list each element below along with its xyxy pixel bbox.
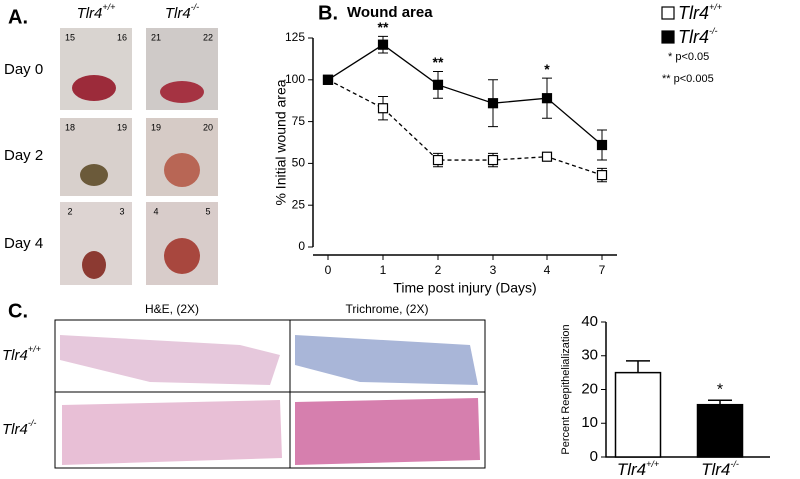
y-tick-label: 10 <box>581 414 598 431</box>
x-tick-label: 4 <box>544 263 551 277</box>
marker <box>487 154 499 166</box>
y-axis-label: Percent Reepithelialization <box>560 324 572 454</box>
row-label: Day 4 <box>4 235 43 252</box>
y-tick-label: 30 <box>581 347 598 364</box>
gene-label: Tlr4+/+ <box>678 2 722 22</box>
ruler-number: 19 <box>151 122 161 132</box>
ruler-number: 2 <box>67 206 72 216</box>
row-label: Day 2 <box>4 147 43 164</box>
gene-name: Tlr4 <box>617 460 646 479</box>
y-tick-label: 0 <box>590 448 598 465</box>
y-tick-label: 75 <box>292 114 306 128</box>
panel-label: A. <box>8 6 28 28</box>
gene-name: Tlr4 <box>165 5 191 22</box>
gene-sup: +/+ <box>102 2 115 12</box>
panel-label: B. <box>318 2 338 24</box>
x-tick-label: 0 <box>325 263 332 277</box>
x-tick-label: 2 <box>435 263 442 277</box>
y-tick-label: 0 <box>298 239 305 253</box>
x-tick-label: 3 <box>490 263 497 277</box>
x-axis-label: Time post injury (Days) <box>393 280 536 296</box>
ruler-number: 20 <box>203 122 213 132</box>
series-line <box>327 43 603 146</box>
marker <box>596 170 608 181</box>
column-label: H&E, (2X) <box>145 302 199 316</box>
gene-sup: +/+ <box>646 459 659 469</box>
marker <box>432 154 444 166</box>
significance: * <box>544 61 550 77</box>
gene-name: Tlr4 <box>2 421 28 438</box>
gene-name: Tlr4 <box>678 3 709 23</box>
marker <box>432 79 444 90</box>
significance: ** <box>433 54 444 70</box>
gene-sup: +/+ <box>28 344 41 354</box>
y-tick-label: 25 <box>292 197 306 211</box>
note: * p<0.05 <box>668 51 709 63</box>
significance: ** <box>378 19 389 35</box>
marker <box>377 103 389 114</box>
histology-images <box>54 319 486 469</box>
y-axis-label: % Initial wound area <box>273 79 289 205</box>
gene-label: Tlr4-/- <box>701 459 739 479</box>
row-label: Day 0 <box>4 61 43 78</box>
wound-photos <box>60 28 218 285</box>
marker <box>377 39 389 50</box>
gene-label: Tlr4-/- <box>2 418 36 438</box>
gene-label: Tlr4+/+ <box>2 344 41 364</box>
significance: * <box>717 382 723 399</box>
gene-name: Tlr4 <box>678 27 709 47</box>
marker <box>541 93 553 104</box>
bar <box>696 403 744 458</box>
gene-name: Tlr4 <box>77 5 103 22</box>
x-tick-label: 7 <box>599 263 606 277</box>
marker <box>322 74 334 85</box>
bar <box>614 371 662 458</box>
ruler-number: 19 <box>117 122 127 132</box>
legend-swatch <box>661 30 675 44</box>
gene-sup: -/- <box>191 2 200 12</box>
note: ** p<0.005 <box>662 73 714 85</box>
marker <box>541 151 553 162</box>
y-tick-label: 125 <box>285 30 305 44</box>
ruler-number: 3 <box>119 206 124 216</box>
gene-name: Tlr4 <box>701 460 730 479</box>
y-tick-label: 40 <box>581 313 598 330</box>
ruler-number: 5 <box>205 206 210 216</box>
ruler-number: 18 <box>65 122 75 132</box>
y-tick-label: 100 <box>285 72 305 86</box>
ruler-number: 21 <box>151 32 161 42</box>
marker <box>596 139 608 151</box>
gene-label: Tlr4+/+ <box>77 2 116 22</box>
y-tick-label: 20 <box>581 380 598 397</box>
gene-sup: +/+ <box>709 2 722 12</box>
ruler-number: 15 <box>65 32 75 42</box>
error-bar <box>626 360 650 373</box>
gene-sup: -/- <box>709 26 718 36</box>
chart-title: Wound area <box>347 4 433 21</box>
panel-label: C. <box>8 300 28 322</box>
gene-sup: -/- <box>28 418 37 428</box>
legend-swatch <box>661 6 675 20</box>
gene-sup: -/- <box>730 459 739 469</box>
gene-name: Tlr4 <box>2 347 28 364</box>
gene-label: Tlr4-/- <box>165 2 199 22</box>
gene-label: Tlr4-/- <box>678 26 718 46</box>
column-label: Trichrome, (2X) <box>346 302 429 316</box>
gene-label: Tlr4+/+ <box>617 459 659 479</box>
y-tick-label: 50 <box>292 156 306 170</box>
series-line <box>327 79 603 176</box>
ruler-number: 22 <box>203 32 213 42</box>
ruler-number: 16 <box>117 32 127 42</box>
x-tick-label: 1 <box>380 263 387 277</box>
marker <box>487 98 499 109</box>
ruler-number: 4 <box>153 206 158 216</box>
